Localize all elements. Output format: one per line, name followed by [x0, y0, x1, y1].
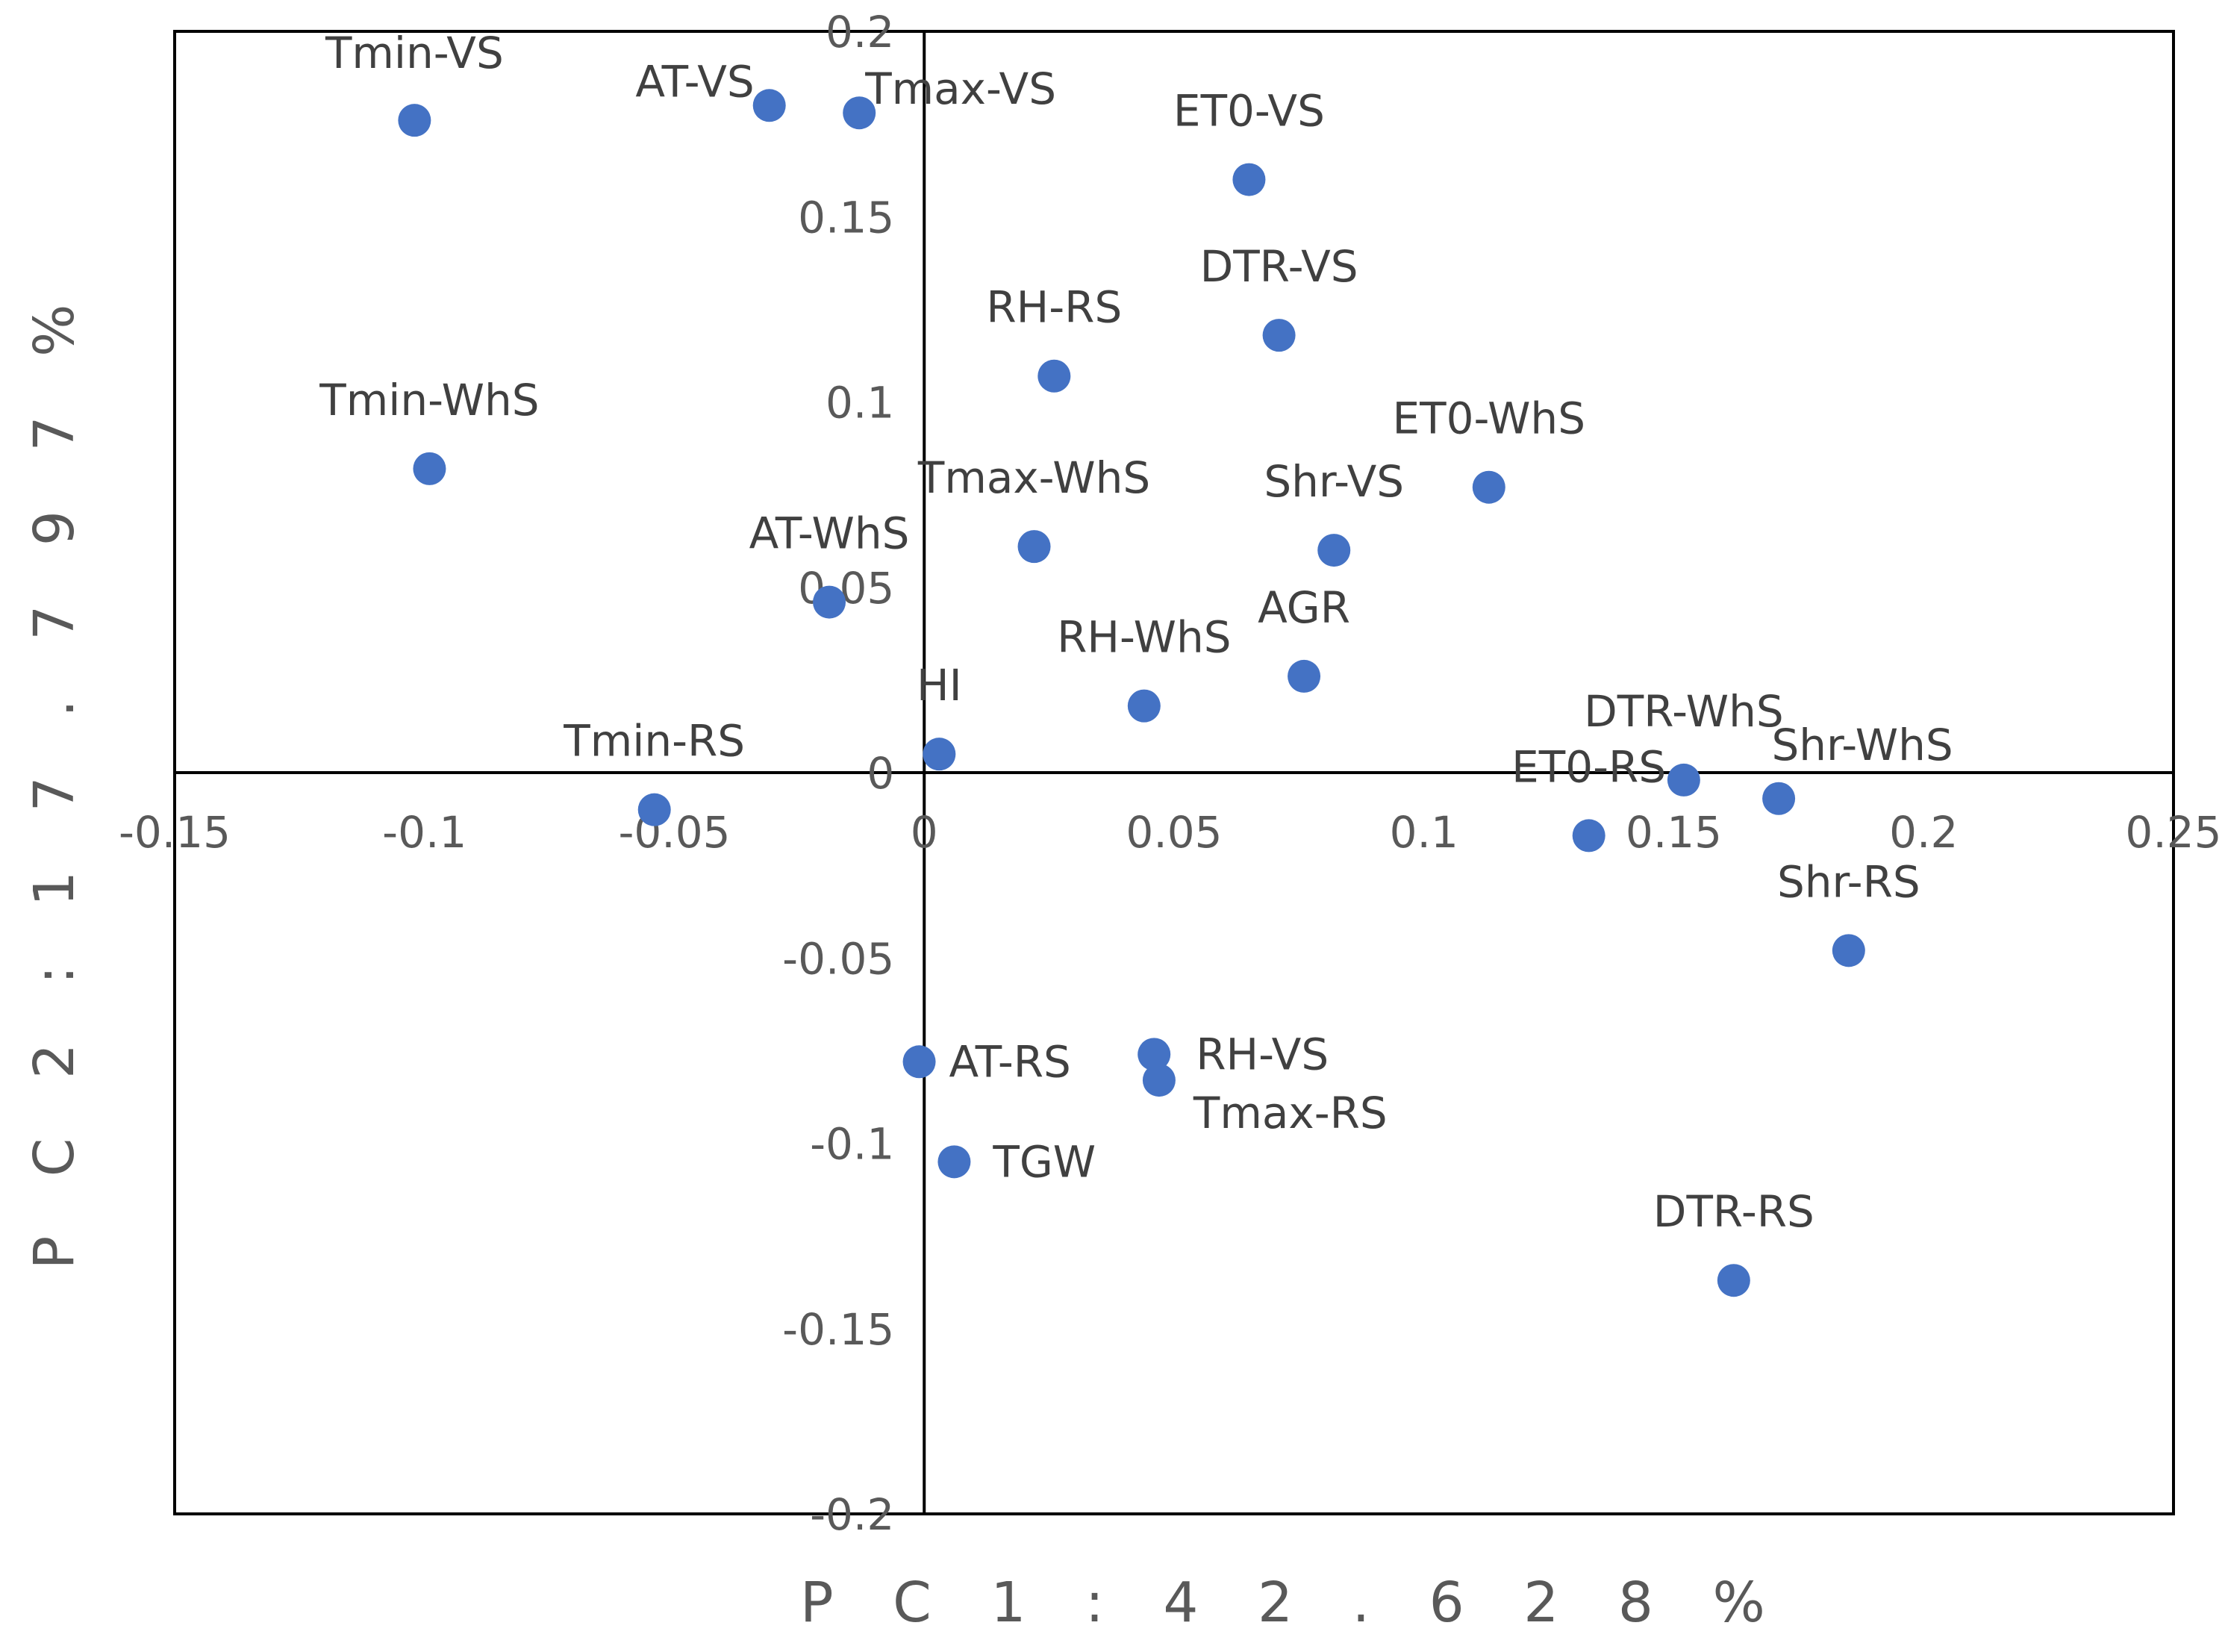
point-marker — [413, 452, 446, 485]
y-tick-label: 0.2 — [826, 7, 894, 57]
data-point: AGR — [1258, 582, 1350, 693]
y-tick-label: 0.15 — [798, 192, 894, 243]
data-point: RH-WhS — [1057, 612, 1232, 723]
point-label: DTR-VS — [1200, 241, 1358, 292]
point-marker — [1288, 659, 1321, 693]
data-point: ET0-VS — [1173, 86, 1325, 196]
data-point: RH-VS — [1138, 1029, 1329, 1079]
data-point: TGW — [937, 1136, 1096, 1187]
point-label: TGW — [992, 1136, 1096, 1187]
x-tick-label: 0.2 — [1889, 807, 1958, 858]
y-axis-title: P C 2 : 1 7 . 7 9 7 % — [22, 284, 87, 1270]
point-label: Tmax-VS — [864, 63, 1056, 114]
point-marker — [937, 1145, 971, 1179]
point-marker — [1017, 530, 1051, 564]
data-point: DTR-VS — [1200, 241, 1358, 352]
data-point: Tmax-VS — [843, 63, 1056, 130]
point-marker — [1667, 763, 1700, 797]
point-marker — [902, 1045, 936, 1079]
data-point: HI — [917, 660, 962, 771]
y-tick-label: -0.2 — [810, 1489, 894, 1540]
data-point: Tmax-RS — [1142, 1064, 1388, 1138]
point-label: Shr-WhS — [1771, 720, 1953, 770]
x-tick-label: 0.1 — [1390, 807, 1458, 858]
point-label: AT-WhS — [749, 508, 910, 559]
x-tick-label: 0 — [911, 807, 938, 858]
point-marker — [843, 96, 876, 130]
point-label: RH-VS — [1196, 1029, 1329, 1079]
point-label: Tmin-VS — [325, 28, 504, 78]
data-point: Tmin-VS — [325, 28, 504, 137]
data-point: AT-WhS — [749, 508, 910, 619]
point-marker — [1572, 819, 1605, 853]
point-marker — [637, 793, 671, 826]
point-label: AGR — [1258, 582, 1350, 633]
point-label: Shr-RS — [1777, 856, 1920, 907]
y-tick-label: 0.05 — [798, 563, 894, 614]
x-tick-label: -0.15 — [119, 807, 231, 858]
data-point: Shr-VS — [1264, 456, 1404, 567]
data-point: AT-VS — [635, 56, 786, 122]
point-label: Tmin-RS — [563, 716, 745, 767]
data-points: Tmin-VS AT-VS Tmax-VS ET0-VS DTR-VS RH-RS Tmin… — [319, 28, 1953, 1297]
point-marker — [1138, 1038, 1171, 1071]
point-marker — [813, 585, 846, 619]
data-point: DTR-RS — [1653, 1186, 1814, 1297]
point-marker — [1127, 689, 1161, 723]
point-label: Tmax-RS — [1193, 1088, 1388, 1138]
x-tick-labels: -0.15 -0.1 -0.05 0 0.05 0.1 0.15 0.2 0.25 — [119, 807, 2222, 858]
point-label: DTR-WhS — [1584, 686, 1784, 737]
point-label: ET0-RS — [1511, 741, 1666, 792]
y-tick-label: 0 — [867, 748, 894, 799]
y-tick-label: -0.15 — [782, 1304, 894, 1355]
point-marker — [923, 738, 956, 771]
data-point: AT-RS — [902, 1036, 1071, 1087]
point-label: Tmax-WhS — [917, 452, 1150, 503]
y-tick-label: 0.1 — [826, 378, 894, 428]
point-label: Shr-VS — [1264, 456, 1404, 507]
point-label: RH-RS — [986, 282, 1122, 333]
point-marker — [1317, 534, 1351, 567]
point-marker — [1472, 470, 1505, 504]
data-point: Shr-WhS — [1762, 720, 1953, 815]
point-marker — [1762, 782, 1796, 815]
point-marker — [1717, 1264, 1750, 1297]
point-marker — [398, 104, 431, 137]
y-tick-label: -0.05 — [782, 933, 894, 984]
point-marker — [752, 89, 786, 122]
data-point: RH-RS — [986, 282, 1122, 393]
data-point: Tmin-WhS — [319, 375, 540, 485]
point-label: ET0-WhS — [1393, 393, 1585, 444]
data-point: Shr-RS — [1777, 856, 1920, 967]
x-tick-label: -0.05 — [618, 807, 730, 858]
point-marker — [1832, 934, 1865, 967]
point-label: ET0-VS — [1173, 86, 1325, 137]
point-label: Tmin-WhS — [319, 375, 539, 426]
point-label: AT-VS — [635, 56, 754, 107]
point-label: DTR-RS — [1653, 1186, 1814, 1237]
point-marker — [1142, 1064, 1176, 1097]
data-point: ET0-WhS — [1393, 393, 1585, 504]
data-point: Tmax-WhS — [917, 452, 1150, 564]
point-label: AT-RS — [949, 1036, 1071, 1087]
x-axis-title: P C 1 : 4 2 . 6 2 8 % — [800, 1571, 1786, 1635]
y-tick-label: -0.1 — [810, 1119, 894, 1170]
point-marker — [1262, 319, 1296, 352]
point-label: HI — [917, 660, 962, 711]
data-point: Tmin-RS — [563, 716, 745, 826]
x-tick-label: -0.1 — [382, 807, 466, 858]
y-tick-labels: 0.2 0.15 0.1 0.05 0 -0.05 -0.1 -0.15 -0.2 — [782, 7, 894, 1540]
point-marker — [1037, 359, 1071, 393]
point-label: RH-WhS — [1057, 612, 1231, 663]
data-point: DTR-WhS — [1584, 686, 1784, 797]
data-point: ET0-RS — [1511, 741, 1666, 853]
x-tick-label: 0.05 — [1126, 807, 1222, 858]
x-tick-label: 0.25 — [2125, 807, 2221, 858]
x-tick-label: 0.15 — [1626, 807, 1722, 858]
point-marker — [1232, 163, 1266, 196]
